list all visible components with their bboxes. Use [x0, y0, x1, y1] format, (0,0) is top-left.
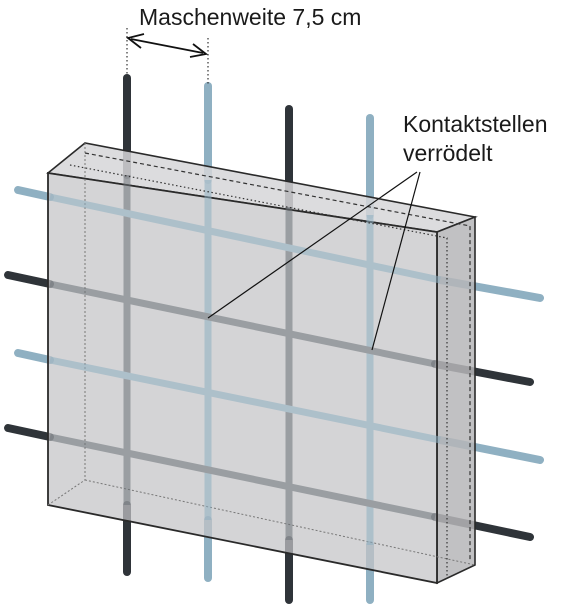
bars-inside-block: [49, 175, 441, 545]
contact-label-line2: verrödelt: [403, 140, 493, 166]
concrete-block: [46, 142, 478, 585]
dimension-arrowhead-left: [125, 33, 145, 49]
horizontal-bar-2-left: [4, 271, 54, 288]
block-side-face: [436, 215, 476, 585]
mesh-width-label: Maschenweite 7,5 cm: [139, 4, 361, 30]
horizontal-bar-1-inside: [49, 193, 441, 284]
dimension-arrow-line: [130, 38, 204, 54]
horizontal-bar-3-inside: [49, 356, 441, 444]
concrete-cover-lines: [69, 152, 471, 577]
dimension-arrowhead-right: [189, 43, 209, 58]
contact-leaders: [207, 171, 421, 351]
leader-line-left: [207, 171, 418, 319]
horizontal-bar-3-left: [14, 349, 54, 364]
horizontal-bar-4-inside: [49, 433, 436, 521]
leader-line-right: [371, 171, 421, 351]
mesh-width-dimension: [125, 28, 209, 86]
horizontal-bar-4-left: [4, 424, 54, 441]
hidden-edge-back-bottom: [84, 479, 476, 566]
hidden-edge-bottom-left: [47, 479, 86, 506]
cover-line-inner: [69, 164, 448, 577]
block-front-face: [47, 171, 438, 585]
contact-label-line1: Kontaktstellen: [403, 111, 547, 137]
horizontal-bar-2-inside: [49, 280, 436, 368]
horizontal-bar-1-left: [14, 186, 54, 201]
